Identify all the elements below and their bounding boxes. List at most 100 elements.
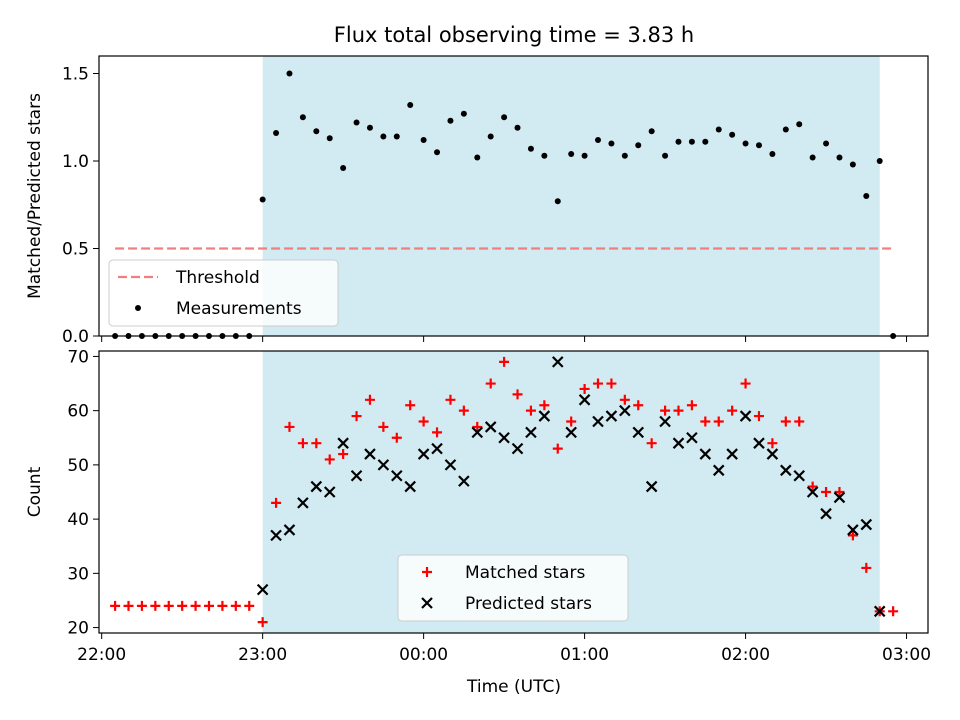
panel-ratio: 0.0 0.5 1.0 1.5 Matched/Predicted stars Thres…	[25, 55, 929, 347]
measurements-point	[299, 114, 306, 121]
y-tick-label: 1.5	[62, 65, 89, 85]
matched-stars-point	[619, 394, 630, 405]
matched-stars-point	[753, 411, 764, 422]
measurements-point	[702, 138, 709, 145]
measurements-point	[487, 133, 494, 140]
legend-label: Predicted stars	[465, 594, 592, 614]
y-tick-label: 60	[67, 402, 89, 422]
measurements-point	[662, 152, 669, 159]
predicted-stars-point	[525, 426, 537, 439]
matched-stars-point	[700, 416, 711, 427]
measurements-point	[675, 138, 682, 145]
matched-stars-point	[525, 405, 536, 416]
measurements-point	[635, 142, 642, 149]
x-tick-label: 01:00	[560, 645, 609, 665]
matched-stars-point	[861, 562, 872, 573]
predicted-stars-point	[806, 486, 819, 498]
measurements-point	[366, 124, 373, 131]
predicted-stars-point	[391, 469, 403, 482]
matched-stars-point	[660, 405, 671, 416]
predicted-stars-point	[739, 410, 752, 422]
predicted-stars-point	[444, 459, 457, 471]
matched-stars-point	[686, 400, 697, 411]
measurements-point	[769, 151, 776, 157]
legend-label: Measurements	[176, 299, 302, 319]
predicted-stars-point	[605, 410, 618, 422]
plot-frame	[98, 350, 929, 634]
measurements-point	[273, 130, 280, 136]
matched-stars-point	[445, 394, 456, 405]
measurements-point	[460, 110, 467, 117]
matched-stars-point	[727, 405, 738, 416]
matched-stars-point	[324, 454, 335, 465]
legend-label: Threshold	[175, 268, 260, 288]
y-axis-label: Matched/Predicted stars	[25, 93, 45, 299]
predicted-stars-point	[645, 480, 658, 493]
measurements-point	[688, 138, 695, 145]
measurements-point	[447, 117, 454, 124]
predicted-stars-point	[364, 448, 376, 460]
predicted-stars-point	[847, 524, 859, 536]
predicted-stars-point	[766, 448, 779, 460]
predicted-stars-point	[297, 497, 309, 509]
matched-stars-point	[807, 481, 818, 492]
measurements-point	[729, 131, 736, 138]
matched-stars-point	[123, 600, 134, 611]
observing-window-band	[262, 56, 880, 336]
matched-stars-point	[364, 394, 375, 405]
legend: Matched stars Predicted stars	[397, 554, 629, 622]
x-axis-label: Time (UTC)	[466, 677, 561, 697]
matched-stars-point	[405, 400, 416, 411]
matched-stars-point	[485, 378, 496, 389]
matched-stars-point	[794, 416, 805, 427]
measurements-point	[514, 124, 521, 131]
matched-stars-point	[284, 421, 295, 432]
predicted-stars-point	[377, 459, 390, 471]
y-tick-label: 20	[67, 619, 89, 639]
measurements-point	[595, 137, 602, 143]
matched-stars-point	[767, 438, 778, 449]
predicted-stars-point	[270, 529, 282, 542]
matched-stars-point	[257, 617, 268, 628]
chart-title: Flux total observing time = 3.83 h	[334, 23, 694, 47]
y-tick-label: 70	[67, 347, 89, 367]
matched-stars-point	[552, 443, 563, 454]
y-tick-label: 40	[67, 510, 89, 530]
predicted-stars-point	[511, 442, 524, 455]
matched-stars-point	[244, 600, 255, 611]
predicted-stars-point	[431, 442, 443, 455]
matched-stars-point	[458, 405, 469, 416]
matched-stars-point	[297, 438, 308, 449]
y-tick-label: 30	[67, 564, 89, 584]
matched-stars-point	[713, 416, 724, 427]
measurements-point	[836, 154, 843, 161]
predicted-stars-point	[780, 464, 792, 477]
measurements-point	[715, 126, 722, 133]
predicted-stars-point	[350, 469, 363, 482]
x-tick-label: 03:00	[882, 645, 931, 665]
measurements-point	[326, 135, 333, 142]
predicted-stars-point	[337, 437, 349, 449]
predicted-stars-point	[471, 426, 484, 439]
predicted-stars-point	[458, 475, 470, 487]
predicted-stars-point	[833, 491, 846, 504]
measurements-point	[393, 133, 400, 140]
measurements-point	[286, 70, 293, 77]
measurements-point	[782, 126, 789, 133]
x-tick-label: 00:00	[399, 645, 448, 665]
predicted-stars-point	[565, 426, 577, 439]
legend-matched-stars-swatch	[422, 567, 432, 577]
matched-stars-point	[606, 378, 617, 389]
measurements-point	[313, 128, 320, 135]
matched-stars-point	[351, 411, 362, 422]
predicted-stars-point	[417, 448, 430, 460]
matched-stars-point	[593, 378, 604, 389]
predicted-stars-point	[699, 448, 712, 460]
measurements-point	[434, 149, 441, 156]
matched-stars-point	[230, 600, 241, 611]
measurements-point	[608, 140, 615, 147]
predicted-stars-point	[726, 448, 738, 460]
matched-stars-point	[673, 405, 684, 416]
panel-counts: 22:00 23:00 00:00 01:00 02:00 03:00 20 30 40 50 60…	[25, 347, 931, 665]
